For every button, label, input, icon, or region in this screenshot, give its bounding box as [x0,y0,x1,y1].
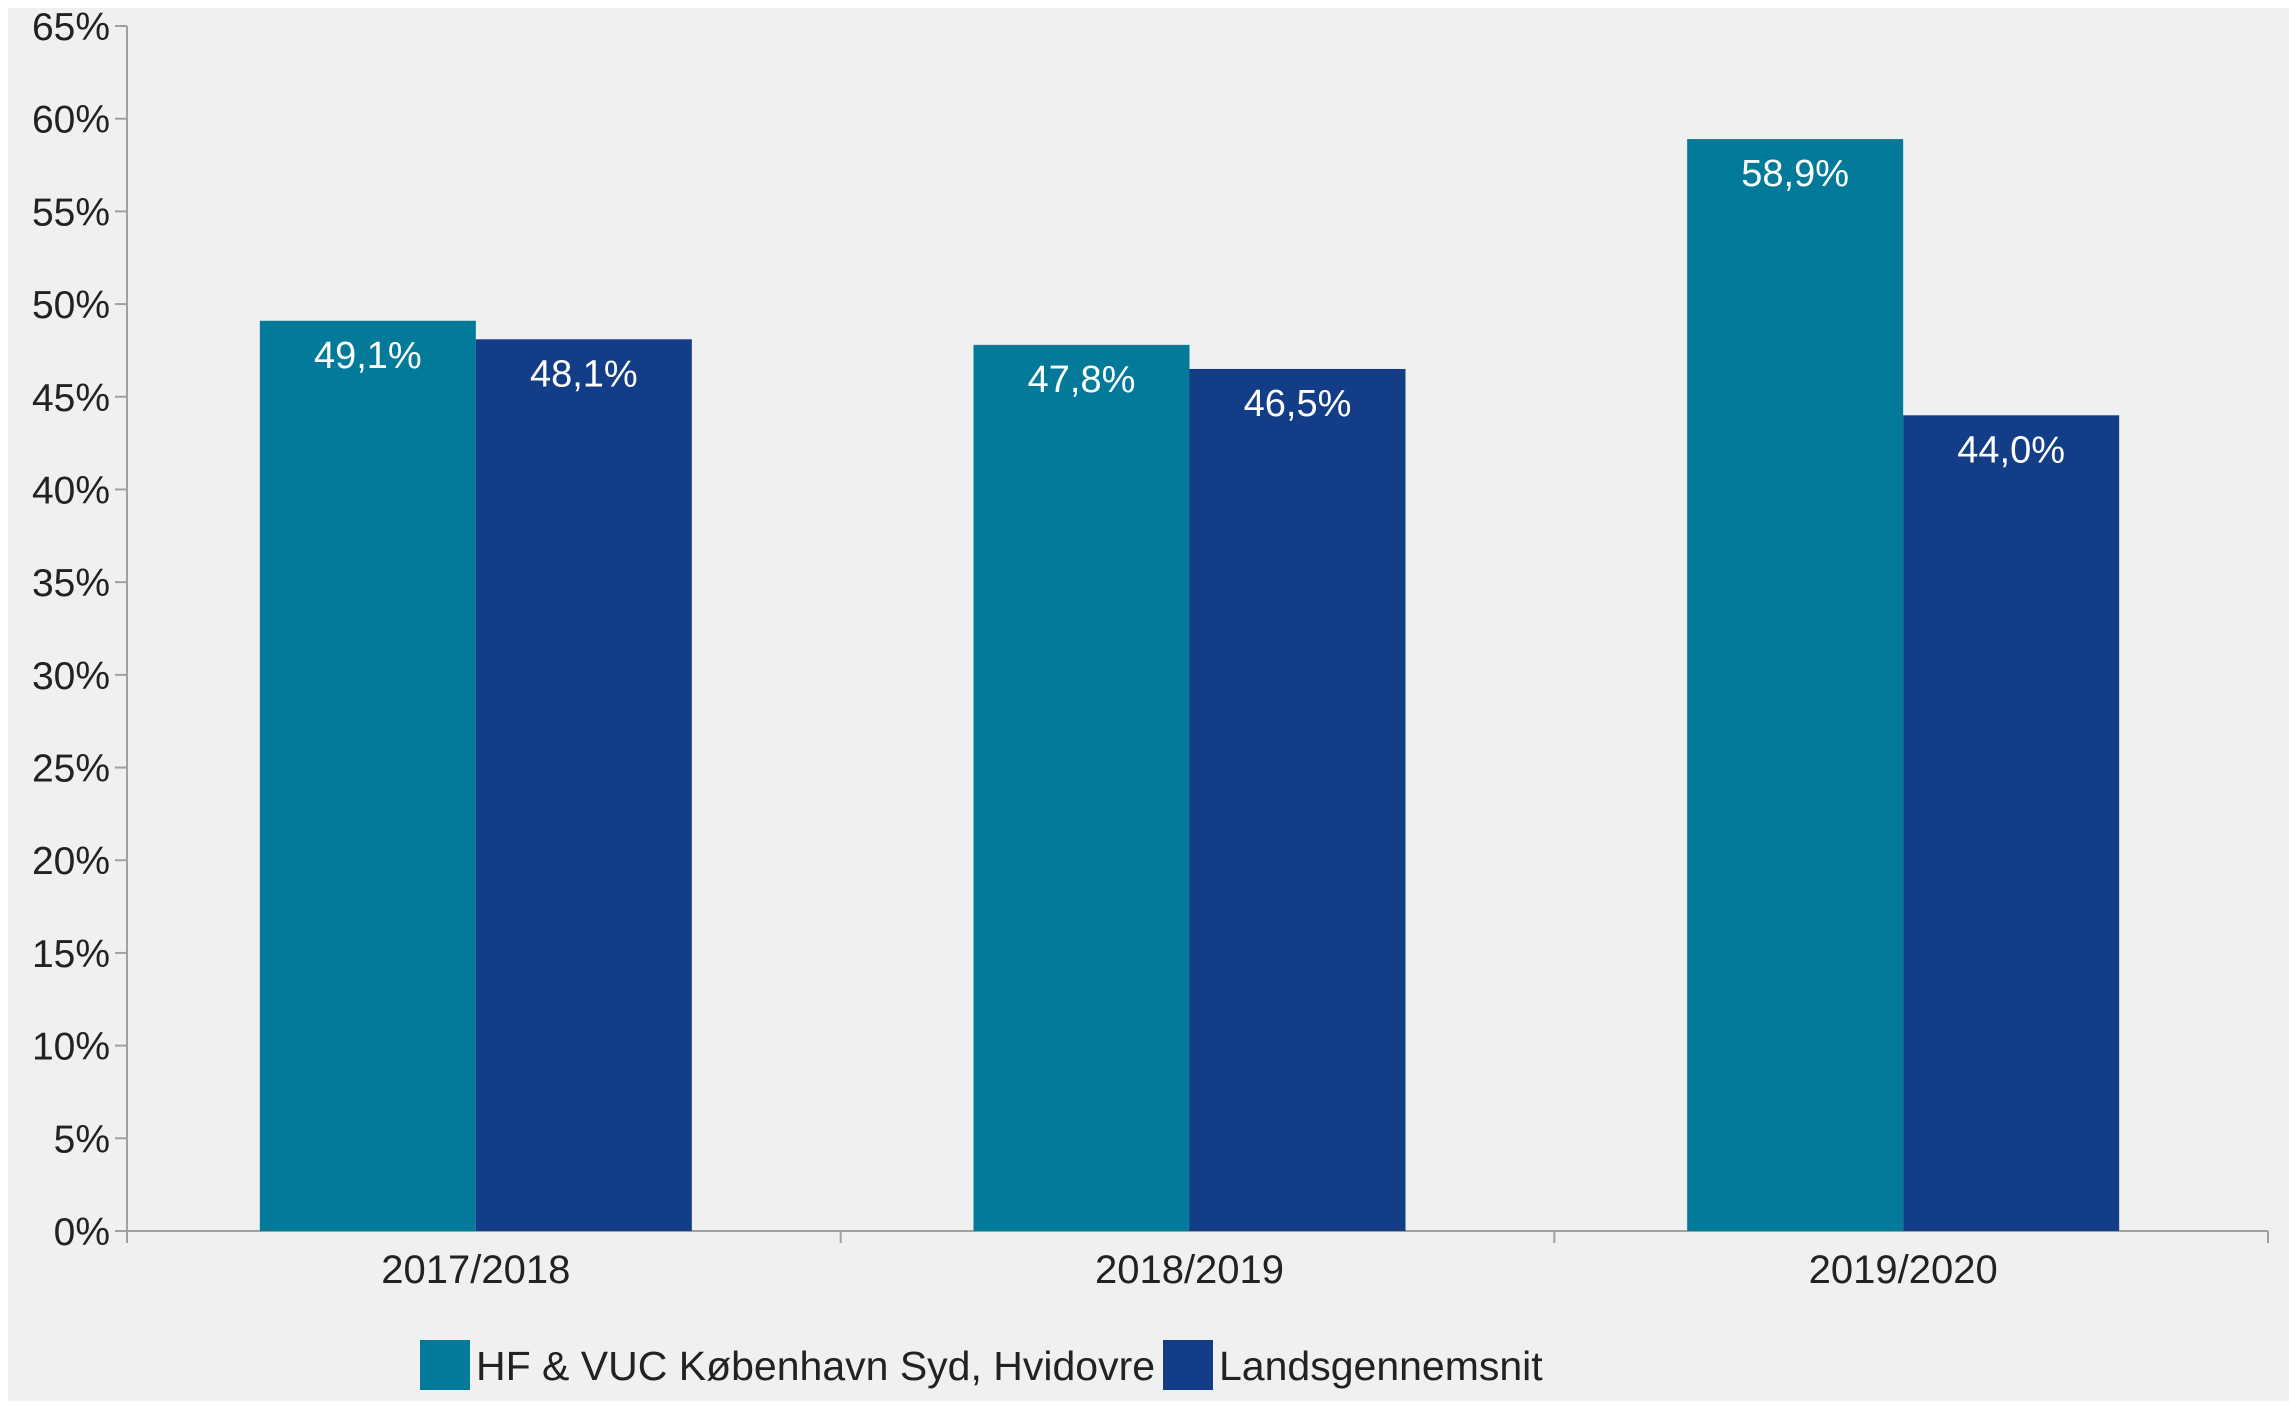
y-tick-label: 55% [32,191,110,234]
y-axis: 0% 5% 10% 15% 20% 25% 30% 35% 40% 45% 50% 55% 60% 65% [32,6,128,1254]
y-tick-label: 25% [32,748,110,791]
bar [973,344,1190,1231]
y-tick-label: 60% [32,99,110,142]
y-tick-label: 15% [32,933,110,976]
y-tick-label: 0% [54,1211,110,1254]
data-label: 47,8% [1028,359,1136,401]
y-tick-label: 40% [32,469,110,512]
x-tick-label: 2017/2018 [381,1248,570,1292]
bar [259,320,476,1231]
bar [1687,139,1904,1232]
x-tick-label: 2019/2020 [1809,1248,1998,1292]
legend-swatch [420,1340,470,1390]
y-tick-label: 65% [32,6,110,49]
bars: 49,1% 48,1% 47,8% 46,5% 58,9% 44,0% [259,139,2120,1232]
data-label: 49,1% [314,335,422,377]
y-tick-label: 20% [32,840,110,883]
y-tick-label: 50% [32,284,110,327]
bar [1189,368,1406,1231]
legend-label: HF & VUC København Syd, Hvidovre [476,1343,1155,1389]
y-tick-label: 10% [32,1026,110,1069]
bar [1903,415,2120,1231]
legend-swatch [1163,1340,1213,1390]
legend: HF & VUC København Syd, Hvidovre Landsgen… [420,1340,1543,1390]
y-tick-label: 45% [32,377,110,420]
data-label: 58,9% [1741,153,1849,195]
legend-label: Landsgennemsnit [1219,1343,1543,1389]
y-tick-label: 30% [32,655,110,698]
y-tick-label: 5% [54,1118,110,1161]
data-label: 44,0% [1957,429,2065,471]
data-label: 46,5% [1244,383,1352,425]
y-tick-label: 35% [32,562,110,605]
data-label: 48,1% [530,353,638,395]
x-tick-label: 2018/2019 [1095,1248,1284,1292]
bar [475,339,692,1231]
